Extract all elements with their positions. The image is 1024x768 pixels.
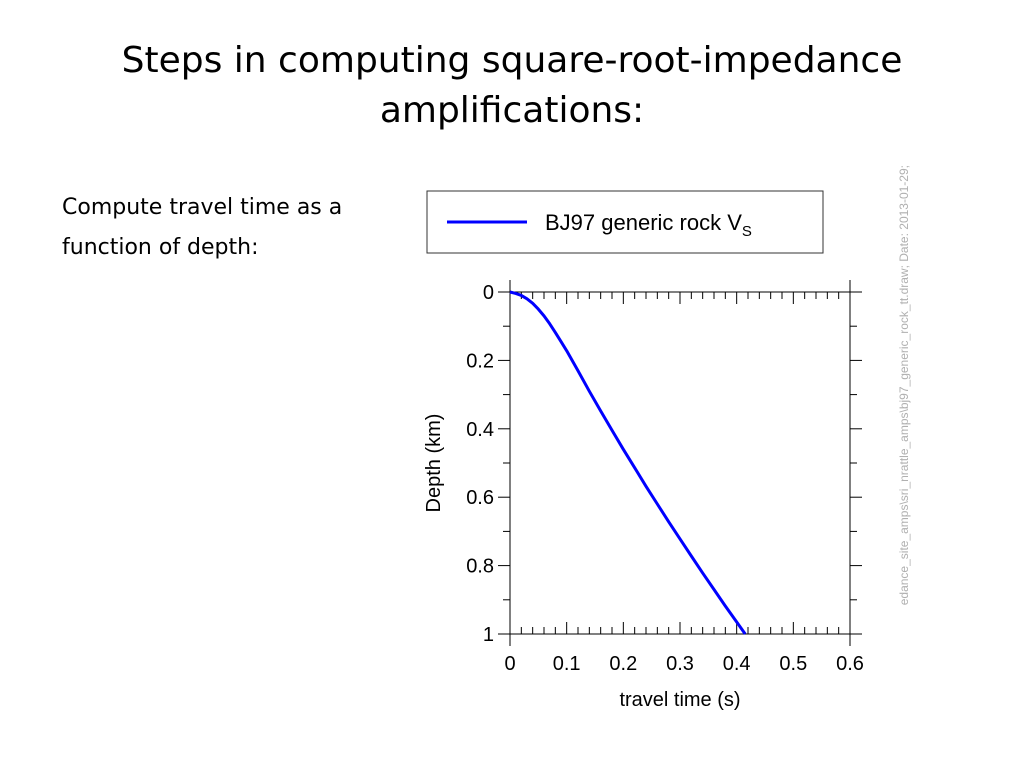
x-tick-label: 0 <box>504 653 515 675</box>
x-tick-label: 0.2 <box>609 653 637 675</box>
x-tick-label: 0.5 <box>779 653 807 675</box>
y-tick-label: 0.2 <box>466 350 494 372</box>
y-tick-label: 0.4 <box>466 419 494 441</box>
series-line <box>509 290 747 635</box>
y-tick-label: 0 <box>483 282 494 304</box>
y-tick-label: 0.6 <box>466 487 494 509</box>
x-axis-title: travel time (s) <box>619 689 740 711</box>
y-axis-title: Depth (km) <box>423 414 445 513</box>
x-tick-label: 0.1 <box>553 653 581 675</box>
y-tick-labels: 0 0.2 0.4 0.6 0.8 1 <box>466 282 494 646</box>
x-tick-label: 0.3 <box>666 653 694 675</box>
ticks <box>498 291 862 635</box>
x-tick-labels: 0 0.1 0.2 0.3 0.4 0.5 0.6 <box>504 653 863 675</box>
legend: BJ97 generic rock VS <box>426 190 824 254</box>
legend-label: BJ97 generic rock VS <box>545 210 752 240</box>
slide-title: Steps in computing square-root-impedance… <box>121 40 903 131</box>
y-tick-label: 0.8 <box>466 556 494 578</box>
x-tick-label: 0.6 <box>836 653 864 675</box>
body-text: Compute travel time as a function of dep… <box>62 195 343 260</box>
y-tick-label: 1 <box>483 624 494 646</box>
vertical-side-note: edance_site_amps\sri_nrattle_amps\bj97_g… <box>897 165 911 605</box>
x-tick-label: 0.4 <box>723 653 751 675</box>
series <box>509 290 747 635</box>
legend-label-subscript: S <box>742 223 752 240</box>
legend-label-main: BJ97 generic rock V <box>545 210 742 235</box>
